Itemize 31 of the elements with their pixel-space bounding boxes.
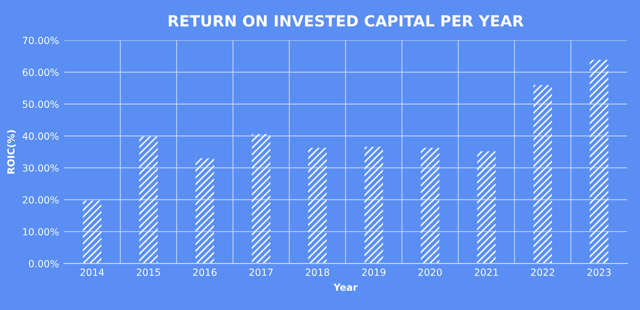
y-tick-label: 30.00% xyxy=(22,164,59,172)
y-tick-label: 70.00% xyxy=(22,36,59,44)
y-tick-label: 50.00% xyxy=(22,100,59,108)
x-axis-title: Year xyxy=(333,284,358,291)
chart-title: RETURN ON INVESTED CAPITAL PER YEAR xyxy=(168,15,524,27)
bar xyxy=(139,136,158,264)
x-tick-label: 2023 xyxy=(587,268,611,276)
y-tick-label: 10.00% xyxy=(23,228,59,236)
bar xyxy=(196,158,214,264)
y-tick-label: 60.00% xyxy=(22,68,59,76)
bar xyxy=(420,148,440,264)
bar xyxy=(590,60,608,264)
bar xyxy=(82,200,102,264)
x-tick-label: 2016 xyxy=(193,268,217,276)
x-tick-label: 2018 xyxy=(306,268,330,276)
x-tick-label: 2021 xyxy=(474,268,498,276)
x-tick-label: 2020 xyxy=(418,268,442,276)
x-tick-label: 2017 xyxy=(249,268,273,276)
x-tick-label: 2019 xyxy=(362,268,386,276)
bar xyxy=(308,148,327,264)
y-tick-label: 0.00% xyxy=(28,260,59,268)
bar xyxy=(477,151,496,264)
y-axis-title: ROIC(%) xyxy=(7,130,16,174)
x-tick-label: 2014 xyxy=(80,268,104,276)
bar xyxy=(252,134,270,264)
y-tick-label: 40.00% xyxy=(22,132,59,140)
x-tick-label: 2015 xyxy=(136,268,160,276)
bar xyxy=(533,84,552,264)
x-tick-label: 2022 xyxy=(531,268,554,276)
bar xyxy=(364,146,384,264)
y-tick-label: 20.00% xyxy=(22,196,59,204)
